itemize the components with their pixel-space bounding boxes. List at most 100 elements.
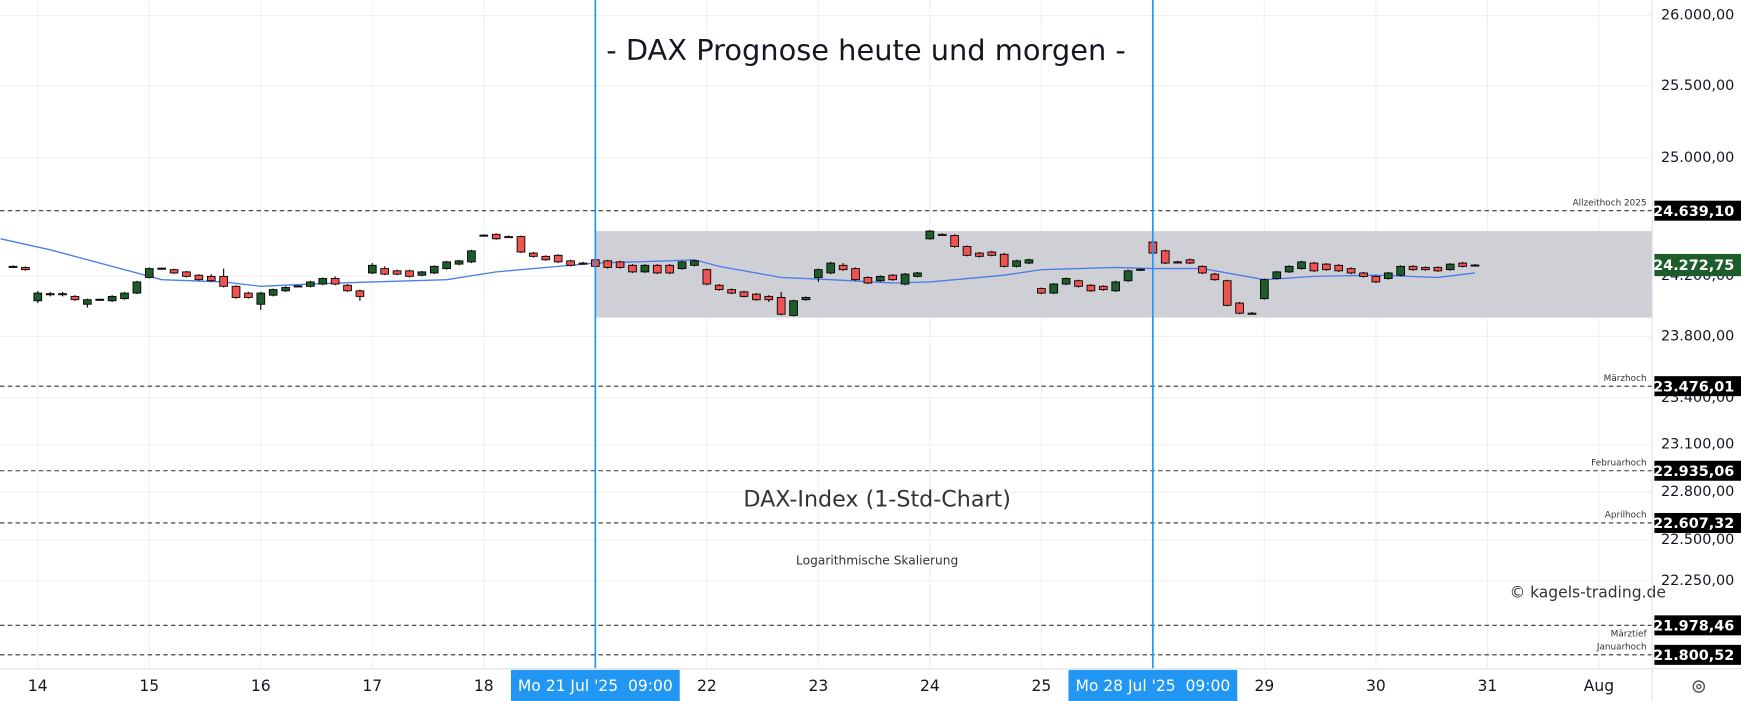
candle-body [900, 273, 910, 285]
candle-body [454, 260, 464, 265]
chart-title: - DAX Prognose heute und morgen - [606, 33, 1126, 67]
level-name: Märzhoch [1604, 374, 1647, 384]
candle-body [21, 266, 30, 271]
candle-body [231, 285, 241, 298]
candle-body [107, 295, 117, 302]
settings-icon-ring[interactable] [1692, 680, 1706, 693]
scale-note: Logarithmische Skalierung [796, 554, 958, 568]
candle-body [1173, 261, 1182, 264]
candle-body [1222, 280, 1232, 306]
level-value-label: 21.800,52 [1653, 648, 1734, 664]
level-value-label: 24.639,10 [1653, 204, 1734, 220]
settings-icon[interactable] [1692, 680, 1706, 693]
settings-icon-core[interactable] [1696, 683, 1702, 690]
y-tick-label: 25.000,00 [1661, 150, 1734, 166]
x-tick-label: Aug [1584, 677, 1614, 695]
candle-body [182, 271, 191, 277]
y-tick-label: 22.800,00 [1661, 484, 1734, 500]
x-tick-label: 22 [697, 677, 717, 695]
candle-body [1334, 264, 1344, 272]
y-tick-label: 22.500,00 [1661, 532, 1734, 548]
candle-body [268, 289, 278, 296]
candle-body [1321, 263, 1331, 271]
last-price-tag [1654, 253, 1741, 277]
candle-body [1012, 260, 1021, 267]
candle-body [628, 264, 637, 273]
candle-body [553, 254, 563, 263]
candle-body [937, 233, 947, 236]
candle-body [789, 300, 798, 316]
candle-body [355, 290, 365, 297]
candle-body [677, 261, 687, 270]
candle-body [1185, 259, 1195, 264]
candle-body [975, 252, 984, 257]
x-tick-label: 29 [1254, 677, 1274, 695]
range-band [595, 231, 1653, 318]
candle-body [566, 260, 575, 266]
candle-body [925, 230, 935, 240]
candle-body [1210, 273, 1220, 281]
candle-body [219, 275, 228, 287]
candle-body [1470, 264, 1480, 267]
candle-body [987, 251, 997, 256]
y-tick-label: 23.800,00 [1661, 328, 1734, 344]
candle-body [256, 292, 266, 305]
candle-body [58, 293, 67, 296]
x-tick-label: 17 [362, 677, 382, 695]
candle-body [95, 298, 105, 301]
candle-body [603, 260, 613, 268]
level-tag [1654, 615, 1741, 636]
candle-body [739, 291, 749, 297]
candle-body [690, 260, 699, 266]
candle-body [838, 264, 848, 271]
candle-body [45, 293, 55, 296]
candle-body [541, 255, 551, 261]
time-marker-label: Mo 21 Jul '25 09:00 [518, 677, 673, 695]
candle-body [1074, 280, 1083, 287]
candle-body [1024, 259, 1034, 264]
candle-body [1421, 266, 1430, 271]
level-value-label: 21.978,46 [1653, 618, 1734, 634]
candle-body [1160, 250, 1170, 264]
candle-body [318, 278, 328, 285]
level-tag [1654, 644, 1741, 665]
candle-body [913, 272, 922, 277]
candle-body [776, 297, 786, 315]
candle-body [429, 265, 439, 274]
last-price-label: 24.272,75 [1653, 258, 1734, 274]
candle-body [1098, 285, 1108, 291]
candle-body [1198, 265, 1207, 274]
candle-body [1371, 275, 1381, 283]
candle-body [442, 261, 451, 270]
candle-body [714, 284, 724, 291]
candle-body [851, 268, 860, 281]
candle-body [144, 268, 154, 278]
candle-body [665, 264, 674, 274]
level-value-label: 23.476,01 [1653, 379, 1734, 395]
level-value-label: 22.935,06 [1653, 464, 1734, 480]
candle-body [120, 292, 129, 300]
moving-average [0, 238, 1476, 287]
candle-body [8, 265, 18, 268]
candle-body [1272, 271, 1282, 279]
candle-body [1383, 272, 1393, 279]
time-marker-tag [510, 669, 680, 701]
x-tick-label: 30 [1366, 677, 1386, 695]
candle-body [1037, 288, 1046, 294]
level-name: Märztief [1611, 630, 1648, 640]
candle-body [293, 285, 303, 288]
candle-body [1309, 262, 1319, 272]
candle-body [1061, 278, 1071, 285]
x-tick-label: 24 [920, 677, 940, 695]
chart-subtitle: DAX-Index (1-Std-Chart) [743, 486, 1011, 512]
level-tag [1654, 200, 1741, 221]
y-tick-label: 22.250,00 [1661, 573, 1734, 589]
candle-body [727, 289, 736, 294]
level-name: Januarhoch [1596, 643, 1647, 653]
level-tag [1654, 460, 1741, 481]
level-name: Aprilhoch [1605, 511, 1647, 521]
x-tick-label: 15 [139, 677, 159, 695]
x-tick-label: 18 [474, 677, 494, 695]
candle-body [306, 281, 315, 287]
